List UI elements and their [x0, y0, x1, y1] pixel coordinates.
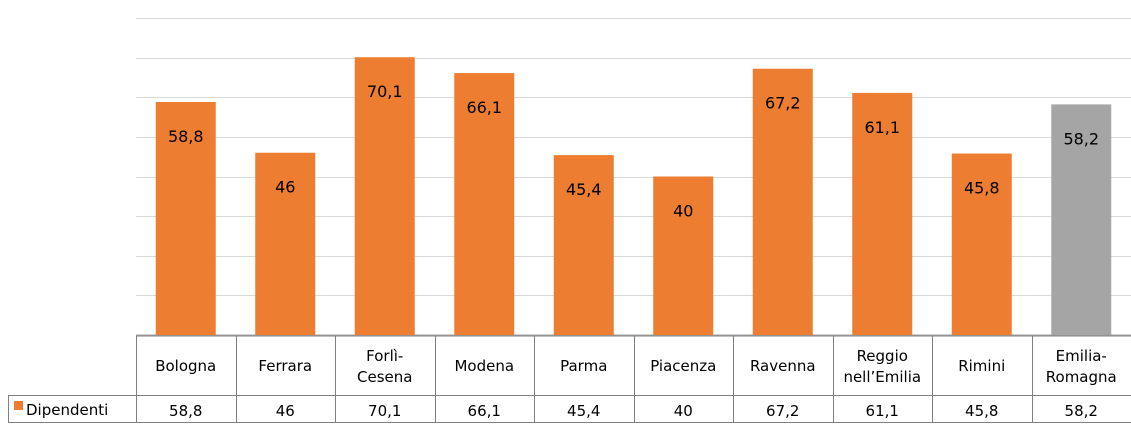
table-value: 58,8: [169, 402, 202, 420]
bar: [752, 68, 813, 335]
bars: [155, 57, 1112, 336]
table-value: 70,1: [368, 402, 401, 420]
data-table: Bologna Ferrara Forlì-Cesena Modena Parma Pia…: [8, 335, 1131, 423]
data-label: 67,2: [765, 94, 801, 113]
legend-key: [14, 401, 23, 410]
bar: [852, 92, 913, 335]
table-value: 40: [674, 402, 693, 420]
table-value: 61,1: [866, 402, 899, 420]
category-label: Ravenna: [750, 357, 816, 375]
table-value: 66,1: [468, 402, 501, 420]
data-label: 40: [673, 202, 693, 221]
bar: [155, 102, 216, 335]
data-labels: 58,8 46 70,1 66,1 45,4 40 67,2 61,1 45,8 58,2: [168, 82, 1099, 220]
data-label: 45,8: [964, 179, 1000, 198]
category-label: Reggio nell’Emilia: [843, 347, 921, 386]
bar: [1051, 104, 1112, 335]
data-label: 58,2: [1063, 129, 1099, 148]
table-value: 45,8: [965, 402, 998, 420]
bar: [354, 57, 415, 335]
data-label: 58,8: [168, 127, 204, 146]
category-label: Bologna: [155, 357, 216, 375]
data-label: 45,4: [566, 180, 602, 199]
bar: [951, 153, 1012, 335]
bar: [553, 155, 614, 335]
category-label: Emilia-Romagna: [1046, 347, 1117, 386]
data-label: 66,1: [466, 98, 502, 117]
table-value: 45,4: [567, 402, 600, 420]
category-label: Piacenza: [650, 357, 716, 375]
data-label: 46: [275, 178, 295, 197]
table-value: 67,2: [766, 402, 799, 420]
category-label: Parma: [560, 357, 607, 375]
bar: [653, 176, 714, 335]
bar: [255, 152, 316, 335]
category-label: Modena: [454, 357, 514, 375]
table-value: 58,2: [1065, 402, 1098, 420]
category-label: Forlì-Cesena: [357, 347, 412, 386]
category-label: Ferrara: [258, 357, 312, 375]
bar: [454, 73, 515, 336]
table-value: 46: [276, 402, 295, 420]
category-label: Rimini: [958, 357, 1005, 375]
series-name: Dipendenti: [26, 401, 108, 419]
data-label: 70,1: [367, 82, 403, 101]
data-label: 61,1: [864, 118, 900, 137]
